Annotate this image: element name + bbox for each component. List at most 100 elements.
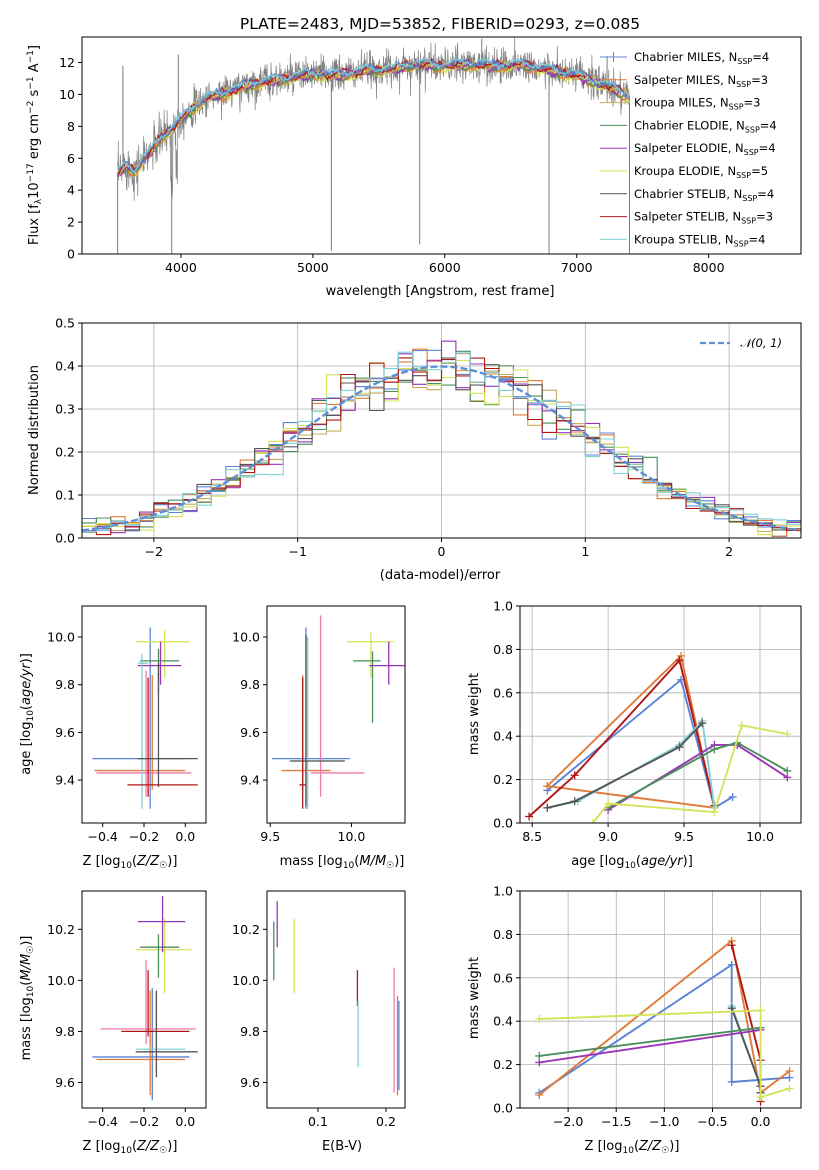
spectrum-legend-label: Chabrier ELODIE, NSSP=4 [634, 118, 777, 134]
residuals-xtick-label: 0 [438, 544, 446, 559]
mass_vs_Z-ticks: −0.4 −0.2 0.0 9.6 9.8 10.0 10.2 [47, 922, 195, 1129]
legend-label-count: =3 [751, 73, 768, 87]
weight_vs_age-point [588, 819, 597, 823]
mass-vs-ebv-xlabel: E(B-V) [322, 1139, 362, 1154]
age_vs_Z-errorbars [92, 627, 198, 809]
legend-label-subscript: SSP [745, 125, 760, 134]
legend-label-text: Salpeter MILES, N [634, 73, 736, 87]
residuals-ylabel: Normed distribution [27, 365, 42, 495]
legend-label-subscript: SSP [729, 103, 744, 112]
spectrum-legend-label: Kroupa MILES, NSSP=3 [634, 96, 760, 112]
legend-label-count: =4 [749, 232, 766, 246]
weight_vs_Z-line-SalpELODIE [539, 1028, 761, 1064]
spectrum-xtick-label: 7000 [561, 260, 593, 275]
weight_vs_age-xtick-label: 9.0 [598, 829, 618, 844]
mass_vs_EBV-errorbars [273, 901, 400, 1096]
weight_vs_age-point [675, 656, 684, 665]
mass_vs_EBV-ticks: 0.1 0.2 9.6 9.8 10.0 10.2 [232, 922, 396, 1129]
weight_vs_age-point [710, 745, 719, 754]
age_vs_mass-ytick-label: 9.4 [240, 773, 260, 788]
age-vs-z-plot-area: −0.4 −0.2 0.0 9.4 9.6 9.8 10.0 [47, 605, 207, 844]
residuals-ytick-label: 0.4 [55, 359, 75, 374]
mass_vs_Z-ytick-label: 9.6 [55, 1075, 75, 1090]
spectrum-xtick-label: 8000 [693, 260, 725, 275]
weight_vs_Z-point [727, 1077, 736, 1086]
legend-label-text: Kroupa MILES, N [634, 96, 729, 110]
weight-vs-age-ylabel: mass weight [467, 673, 482, 755]
residuals-xtick-label: 2 [725, 544, 733, 559]
weight_vs_Z-ytick-label: 0.4 [493, 1014, 513, 1029]
residuals-ticks: −2 −1 0 1 2 0.0 0.1 0.2 0.3 0.4 0.5 [55, 316, 733, 560]
spectrum-ytick-label: 10 [59, 87, 75, 102]
weight_vs_Z-line-KroupaELODIE [539, 1009, 790, 1099]
weight_vs_age-ytick-label: 0.2 [493, 772, 513, 787]
weight_vs_Z-point [756, 1093, 765, 1102]
weight_vs_Z-line-ChabELODIE [539, 1026, 761, 1057]
residuals-ytick-label: 0.5 [55, 316, 75, 331]
mass-vs-z-xlabel: Z [log10(Z/Z☉)] [83, 1139, 178, 1156]
residuals-legend: 𝒩(0, 1) [700, 336, 782, 350]
weight_vs_age-line-ChabELODIE [607, 741, 788, 809]
spectrum-ylabel: Flux [fλ10−17 erg cm−2 s−1 A−1] [26, 45, 44, 245]
legend-label-subscript: SSP [736, 80, 751, 89]
mass_vs_Z-ytick-label: 10.2 [47, 922, 75, 937]
weight-vs-age-panel: 8.5 9.0 9.5 10.0 0.0 0.2 0.4 0.6 0.8 1.0 age [log… [467, 599, 802, 871]
spectrum-ytick-label: 2 [67, 215, 75, 230]
spectrum-xlabel: wavelength [Angstrom, rest frame] [326, 284, 555, 299]
weight_vs_age-point [710, 808, 719, 817]
weight_vs_age-line-ChabMILES [546, 678, 734, 809]
weight_vs_age-xtick-label: 8.5 [522, 829, 542, 844]
mass_vs_EBV-ytick-label: 10.0 [232, 973, 260, 988]
age_vs_Z-xtick-label: −0.2 [129, 829, 159, 844]
legend-label-subscript: SSP [737, 57, 752, 66]
weight_vs_Z-xtick-label: −0.5 [697, 1114, 727, 1129]
spectrum-legend-label: Chabrier STELIB, NSSP=4 [634, 187, 774, 203]
weight_vs_age-series [525, 651, 792, 823]
weight_vs_age-point [728, 792, 737, 801]
weight_vs_Z-point [785, 1084, 794, 1093]
weight_vs_age-frame [519, 605, 802, 824]
mass-vs-z-plot-area: −0.4 −0.2 0.0 9.6 9.8 10.0 10.2 [47, 890, 207, 1129]
weight_vs_Z-xtick-label: 0.0 [751, 1114, 771, 1129]
weight_vs_age-point [675, 743, 684, 752]
age-vs-mass-plot-area: 9.5 10.0 9.4 9.6 9.8 10.0 [232, 605, 406, 844]
age_vs_Z-ytick-label: 9.8 [55, 677, 75, 692]
weight_vs_Z-point [535, 1090, 544, 1099]
weight_vs_age-point [543, 782, 552, 791]
age_vs_Z-xtick-label: 0.0 [175, 829, 195, 844]
weight-vs-age-plot-area: 8.5 9.0 9.5 10.0 0.0 0.2 0.4 0.6 0.8 1.0 [493, 599, 802, 844]
weight_vs_age-point [677, 651, 686, 660]
mass-vs-ebv-panel: 0.1 0.2 9.6 9.8 10.0 10.2 E(B-V) [232, 890, 406, 1154]
spectrum-legend-label: Kroupa STELIB, NSSP=4 [634, 232, 765, 248]
residuals-hist-KroupaELODIE [82, 359, 801, 536]
mass_vs_Z-frame [81, 890, 207, 1109]
mass_vs_Z-errorbars [92, 896, 198, 1101]
weight_vs_Z-ytick-label: 0.0 [493, 1101, 513, 1116]
legend-label-count: =3 [744, 96, 761, 110]
page-title: PLATE=2483, MJD=53852, FIBERID=0293, z=0… [240, 15, 640, 33]
spectrum-lines [116, 37, 631, 254]
spectrum-ytick-label: 8 [67, 119, 75, 134]
spectrum-plot-area: 4000 5000 6000 7000 8000 0 2 4 6 8 10 12 [59, 36, 802, 275]
spectrum-ytick-label: 4 [67, 183, 75, 198]
weight_vs_Z-ytick-label: 0.2 [493, 1057, 513, 1072]
weight_vs_Z-line-SalpMILES [538, 939, 791, 1096]
legend-label-text: Kroupa ELODIE, N [634, 164, 736, 178]
residuals-ytick-label: 0.3 [55, 402, 75, 417]
weight_vs_age-ytick-label: 1.0 [493, 599, 513, 614]
weight_vs_age-point [783, 766, 792, 775]
weight_vs_age-point [525, 812, 534, 821]
weight_vs_age-line-KroupaELODIE [592, 724, 788, 823]
legend-label-count: =4 [759, 141, 776, 155]
legend-label-text: Salpeter STELIB, N [634, 210, 741, 224]
weight_vs_age-point [604, 799, 613, 808]
residuals-ytick-label: 0.1 [55, 488, 75, 503]
spectrum-panel: 4000 5000 6000 7000 8000 0 2 4 6 8 10 12 wavelength… [26, 36, 802, 299]
legend-label-text: Kroupa STELIB, N [634, 232, 734, 246]
residuals-ytick-label: 0.0 [55, 531, 75, 546]
weight_vs_Z-ytick-label: 0.8 [493, 927, 513, 942]
mass_vs_EBV-frame [266, 890, 406, 1109]
residuals-xtick-label: 1 [581, 544, 589, 559]
spectrum-legend-label: Chabrier MILES, NSSP=4 [634, 50, 769, 66]
